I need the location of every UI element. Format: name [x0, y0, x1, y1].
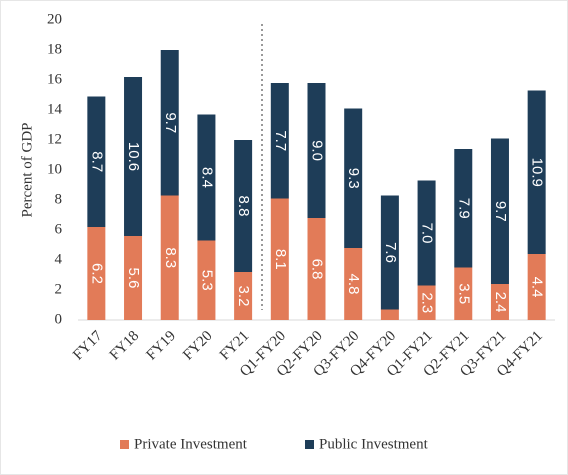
y-tick-label: 14	[47, 101, 63, 117]
value-label: 8.1	[272, 249, 289, 270]
value-label: 7.7	[272, 130, 289, 151]
y-tick-label: 2	[55, 281, 63, 297]
value-label: 3.2	[235, 286, 252, 307]
value-label: 3.5	[455, 283, 472, 304]
y-tick-label: 0	[55, 311, 63, 327]
y-tick-label: 18	[47, 41, 62, 57]
bar-segment	[234, 272, 253, 320]
bar-segment	[87, 227, 106, 320]
legend-label: Public Investment	[319, 436, 429, 452]
y-axis-label: Percent of GDP	[19, 123, 35, 218]
value-label: 10.6	[125, 142, 142, 171]
bar-segment	[307, 218, 326, 320]
bar-segment	[197, 240, 216, 320]
bar-segment	[270, 198, 289, 320]
y-tick-label: 6	[55, 221, 63, 237]
legend-label: Private Investment	[134, 436, 248, 452]
value-label: 9.7	[162, 112, 179, 133]
bar-segment	[270, 83, 289, 199]
value-label: 8.7	[88, 151, 105, 172]
y-tick-label: 12	[47, 131, 62, 147]
value-label: 9.0	[309, 140, 326, 161]
legend-swatch	[120, 440, 129, 449]
bar-segment	[380, 195, 399, 310]
bar-segment	[197, 114, 216, 241]
y-tick-label: 4	[55, 251, 63, 267]
bar-segment	[527, 254, 546, 320]
y-tick-label: 16	[47, 71, 63, 87]
bar-segment	[87, 96, 106, 227]
bar-segment	[380, 309, 399, 320]
bar-segment	[124, 236, 143, 320]
bar-segment	[454, 149, 473, 268]
value-label: 2.3	[419, 292, 436, 313]
value-label: 7.6	[382, 242, 399, 263]
bar-segment	[160, 50, 179, 196]
bar-segment	[490, 284, 509, 320]
y-tick-label: 20	[47, 11, 62, 27]
value-label: 10.9	[529, 158, 546, 187]
value-label: 4.8	[345, 274, 362, 295]
value-label: 8.8	[235, 196, 252, 217]
bar-segment	[490, 138, 509, 284]
value-label: 4.4	[529, 277, 546, 298]
bar-segment	[307, 83, 326, 218]
bar-segment	[234, 140, 253, 272]
bar-segment	[160, 195, 179, 320]
value-label: 9.7	[492, 201, 509, 222]
value-label: 7.0	[419, 223, 436, 244]
bar-segment	[344, 108, 363, 248]
bar-segment	[124, 77, 143, 236]
value-label: 5.6	[125, 268, 142, 289]
value-label: 6.2	[88, 263, 105, 284]
value-label: 9.3	[345, 168, 362, 189]
y-tick-label: 8	[55, 191, 63, 207]
bar-segment	[344, 248, 363, 320]
value-label: 2.4	[492, 292, 509, 313]
legend-swatch	[305, 440, 314, 449]
value-label: 5.3	[198, 270, 215, 291]
value-label: 8.4	[198, 167, 215, 188]
value-label: 7.9	[455, 198, 472, 219]
value-label: 8.3	[162, 247, 179, 268]
value-label: 6.8	[309, 259, 326, 280]
bar-segment	[417, 180, 436, 286]
bar-segment	[454, 267, 473, 320]
y-tick-label: 10	[47, 161, 62, 177]
bar-segment	[417, 285, 436, 320]
bar-segment	[527, 90, 546, 254]
